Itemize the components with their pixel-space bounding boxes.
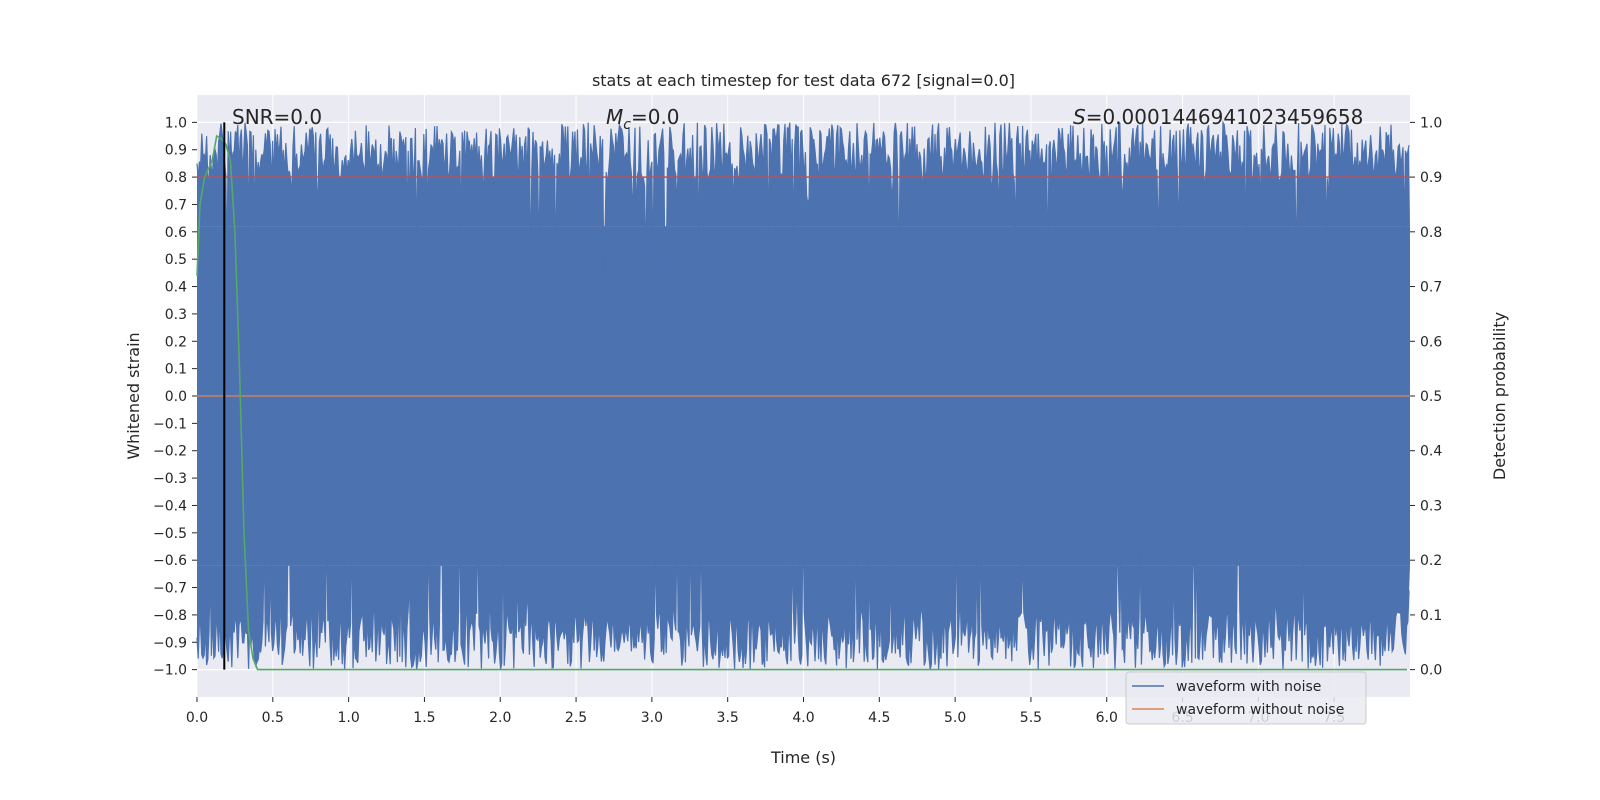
chart-title: stats at each timestep for test data 672…	[592, 71, 1015, 90]
y2-tick-label: 0.9	[1420, 170, 1442, 186]
y-tick-label: 0.2	[165, 334, 187, 350]
y-tick-label: −0.6	[153, 553, 187, 569]
y-tick-label: −0.2	[153, 444, 187, 460]
x-tick-label: 0.0	[186, 710, 208, 726]
y2-tick-label: 0.0	[1420, 663, 1442, 679]
y-tick-label: 0.7	[165, 197, 187, 213]
y2-axis-label: Detection probability	[1490, 312, 1509, 480]
x-tick-label: 0.5	[262, 710, 284, 726]
mc-subscript: c	[623, 117, 631, 133]
y-tick-label: −1.0	[153, 663, 187, 679]
y-tick-label: 0.8	[165, 170, 187, 186]
y-tick-label: −0.4	[153, 498, 187, 514]
x-tick-label: 5.5	[1020, 710, 1042, 726]
noise-upper-fill	[197, 122, 1410, 282]
noise-lower-fill	[197, 501, 1410, 670]
y-tick-label: 1.0	[165, 115, 187, 131]
y2-tick-label: 0.6	[1420, 334, 1442, 350]
x-tick-label: 4.0	[792, 710, 814, 726]
y2-tick-label: 0.8	[1420, 225, 1442, 241]
y2-tick-label: 0.5	[1420, 389, 1442, 405]
y-tick-label: −0.9	[153, 635, 187, 651]
x-tick-label: 5.0	[944, 710, 966, 726]
x-tick-label: 6.0	[1096, 710, 1118, 726]
y2-tick-label: 0.7	[1420, 280, 1442, 296]
y-tick-label: −0.7	[153, 581, 187, 597]
legend-box	[1125, 671, 1367, 725]
y-tick-label: −0.8	[153, 608, 187, 624]
s-annotation: S=0.0001446941023459658	[1073, 105, 1363, 129]
y-tick-label: −0.3	[153, 471, 187, 487]
y2-tick-label: 0.3	[1420, 498, 1442, 514]
y-tick-label: −0.5	[153, 526, 187, 542]
y-tick-label: 0.9	[165, 143, 187, 159]
y2-tick-label: 0.2	[1420, 553, 1442, 569]
overlay-lines	[196, 122, 1410, 671]
chirp-mass-annotation: Mc=0.0	[606, 105, 680, 133]
x-axis-label: Time (s)	[770, 748, 836, 767]
legend: waveform with noise waveform without noi…	[1125, 671, 1367, 725]
y2-tick-label: 0.4	[1420, 444, 1442, 460]
mc-symbol: M	[606, 105, 623, 129]
y2-tick-label: 1.0	[1420, 115, 1442, 131]
y-tick-label: 0.3	[165, 307, 187, 323]
x-tick-label: 3.5	[717, 710, 739, 726]
x-tick-label: 3.0	[641, 710, 663, 726]
y-axis-label: Whitened strain	[124, 332, 143, 459]
s-value: =0.0001446941023459658	[1086, 105, 1364, 129]
detection-probability-line	[196, 134, 1407, 671]
y-tick-label: 0.1	[165, 362, 187, 378]
legend-label-noise: waveform with noise	[1176, 679, 1321, 695]
x-tick-label: 1.5	[413, 710, 435, 726]
y2-tick-label: 0.1	[1420, 608, 1442, 624]
y-tick-labels: 1.0 0.9 0.8 0.7 0.6 0.5 0.4 0.3 0.2 0.1 0.0 −0.1 −0.…	[153, 115, 197, 679]
legend-label-clean: waveform without noise	[1176, 702, 1344, 718]
x-tick-label: 4.5	[868, 710, 890, 726]
s-symbol: S	[1073, 105, 1086, 129]
y-tick-label: 0.6	[165, 225, 187, 241]
y-tick-label: 0.0	[165, 389, 187, 405]
snr-annotation: SNR=0.0	[232, 105, 322, 129]
y2-tick-labels: 1.0 0.9 0.8 0.7 0.6 0.5 0.4 0.3 0.2 0.1 0.0	[1410, 115, 1442, 679]
y-tick-label: 0.4	[165, 280, 187, 296]
y-tick-label: −0.1	[153, 416, 187, 432]
mc-value: =0.0	[631, 105, 680, 129]
x-tick-label: 2.5	[565, 710, 587, 726]
x-tick-label: 2.0	[489, 710, 511, 726]
x-tick-label: 1.0	[337, 710, 359, 726]
y-tick-label: 0.5	[165, 252, 187, 268]
